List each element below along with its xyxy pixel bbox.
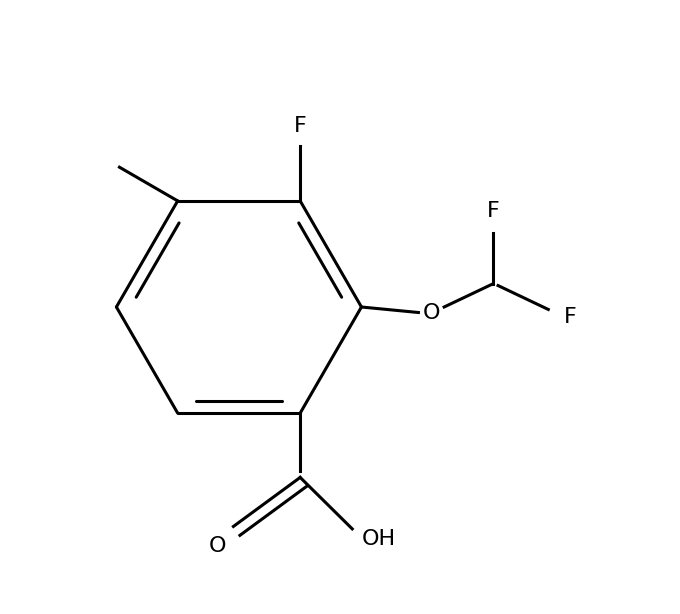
Text: F: F (487, 201, 500, 222)
Text: OH: OH (362, 529, 396, 549)
Text: F: F (564, 307, 577, 327)
Text: F: F (294, 116, 307, 136)
Text: O: O (209, 536, 226, 556)
Text: O: O (423, 303, 441, 323)
